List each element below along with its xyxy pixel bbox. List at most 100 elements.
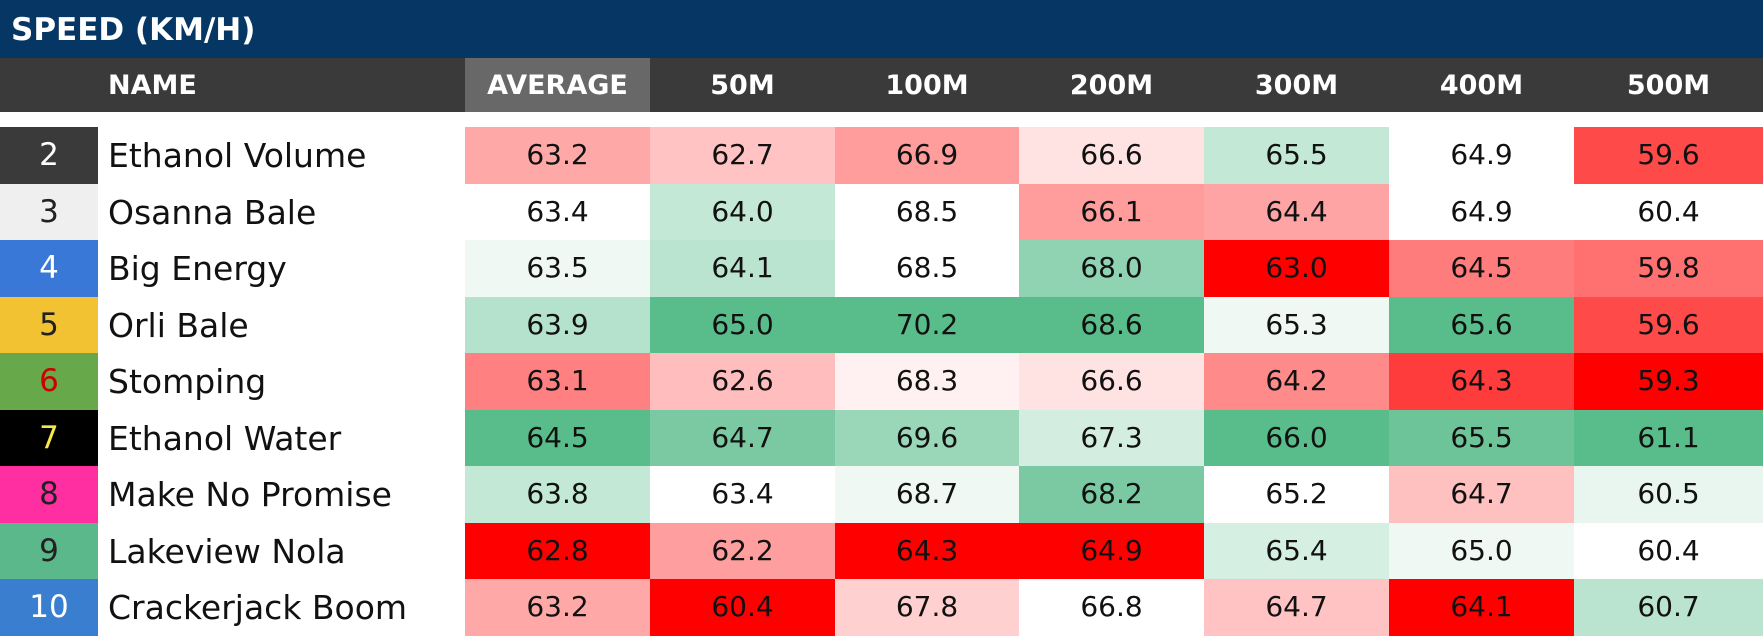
- table-row: 6 Stomping 63.1 62.6 68.3 66.6 64.2 64.3 59.3: [0, 353, 1763, 410]
- speed-cell-500m: 61.1: [1574, 409, 1763, 466]
- runner-name: Lakeview Nola: [98, 522, 465, 579]
- speed-cell-50m: 62.2: [650, 522, 835, 579]
- table-title: SPEED (KM/H): [0, 0, 1763, 58]
- speed-cell-400m: 65.5: [1389, 409, 1574, 466]
- table-row: 3 Osanna Bale 63.4 64.0 68.5 66.1 64.4 64.9 60.4: [0, 183, 1763, 240]
- runner-name: Osanna Bale: [98, 183, 465, 240]
- runner-number: 10: [0, 579, 98, 636]
- speed-cell-400m: 64.5: [1389, 240, 1574, 297]
- speed-cell-400m: 64.9: [1389, 127, 1574, 184]
- runner-number: 9: [0, 522, 98, 579]
- table-row: 4 Big Energy 63.5 64.1 68.5 68.0 63.0 64.5 59.8: [0, 240, 1763, 297]
- speed-cell-50m: 60.4: [650, 579, 835, 636]
- header-200m: 200M: [1069, 70, 1154, 101]
- speed-cell-100m: 68.5: [835, 240, 1019, 297]
- table-row: 5 Orli Bale 63.9 65.0 70.2 68.6 65.3 65.6 59.6: [0, 296, 1763, 353]
- speed-cell-average: 64.5: [465, 409, 650, 466]
- speed-cell-300m: 64.4: [1204, 183, 1389, 240]
- speed-cell-300m: 66.0: [1204, 409, 1389, 466]
- speed-cell-400m: 65.0: [1389, 522, 1574, 579]
- speed-cell-200m: 66.6: [1019, 353, 1204, 410]
- speed-cell-300m: 64.2: [1204, 353, 1389, 410]
- speed-cell-200m: 66.1: [1019, 183, 1204, 240]
- table-row: 2 Ethanol Volume 63.2 62.7 66.9 66.6 65.5 64.9 5…: [0, 127, 1763, 184]
- runner-name: Big Energy: [98, 240, 465, 297]
- runner-number: 6: [0, 353, 98, 410]
- speed-cell-average: 63.8: [465, 466, 650, 523]
- speed-cell-200m: 66.6: [1019, 127, 1204, 184]
- speed-cell-average: 63.2: [465, 127, 650, 184]
- runner-number: 7: [0, 409, 98, 466]
- speed-cell-100m: 68.7: [835, 466, 1019, 523]
- speed-cell-400m: 64.3: [1389, 353, 1574, 410]
- speed-cell-500m: 59.6: [1574, 127, 1763, 184]
- speed-cell-50m: 62.6: [650, 353, 835, 410]
- runner-name: Ethanol Water: [98, 409, 465, 466]
- runner-number: 8: [0, 466, 98, 523]
- speed-cell-100m: 69.6: [835, 409, 1019, 466]
- speed-cell-50m: 62.7: [650, 127, 835, 184]
- runner-name: Ethanol Volume: [98, 127, 465, 184]
- speed-cell-50m: 64.1: [650, 240, 835, 297]
- speed-cell-200m: 68.6: [1019, 296, 1204, 353]
- runner-name: Crackerjack Boom: [98, 579, 465, 636]
- speed-cell-300m: 64.7: [1204, 579, 1389, 636]
- speed-cell-average: 63.5: [465, 240, 650, 297]
- header-300m: 300M: [1254, 70, 1339, 101]
- speed-cell-300m: 65.2: [1204, 466, 1389, 523]
- header-average: AVERAGE: [465, 58, 650, 112]
- speed-cell-500m: 60.5: [1574, 466, 1763, 523]
- speed-cell-400m: 65.6: [1389, 296, 1574, 353]
- speed-cell-50m: 64.0: [650, 183, 835, 240]
- table-row: 10 Crackerjack Boom 63.2 60.4 67.8 66.8 64.7 64…: [0, 579, 1763, 636]
- speed-cell-50m: 63.4: [650, 466, 835, 523]
- speed-cell-100m: 68.5: [835, 183, 1019, 240]
- runner-number: 4: [0, 240, 98, 297]
- header-500m: 500M: [1626, 70, 1711, 101]
- runner-number: 2: [0, 127, 98, 184]
- table-row: 9 Lakeview Nola 62.8 62.2 64.3 64.9 65.4 65.0 60…: [0, 522, 1763, 579]
- runner-name: Stomping: [98, 353, 465, 410]
- speed-cell-average: 63.1: [465, 353, 650, 410]
- speed-cell-200m: 68.0: [1019, 240, 1204, 297]
- speed-cell-400m: 64.7: [1389, 466, 1574, 523]
- speed-cell-500m: 60.4: [1574, 522, 1763, 579]
- speed-cell-400m: 64.1: [1389, 579, 1574, 636]
- header-row: NAME AVERAGE 50M 100M 200M 300M 400M 500M: [0, 58, 1763, 112]
- table-row: 8 Make No Promise 63.8 63.4 68.7 68.2 65.2 64.7…: [0, 466, 1763, 523]
- speed-cell-500m: 60.7: [1574, 579, 1763, 636]
- header-50m: 50M: [710, 70, 775, 101]
- speed-cell-200m: 64.9: [1019, 522, 1204, 579]
- speed-cell-average: 63.2: [465, 579, 650, 636]
- header-400m: 400M: [1439, 70, 1524, 101]
- speed-cell-500m: 59.6: [1574, 296, 1763, 353]
- speed-cell-200m: 66.8: [1019, 579, 1204, 636]
- runner-name: Orli Bale: [98, 296, 465, 353]
- runner-name: Make No Promise: [98, 466, 465, 523]
- speed-cell-average: 62.8: [465, 522, 650, 579]
- speed-cell-average: 63.4: [465, 183, 650, 240]
- speed-cell-100m: 68.3: [835, 353, 1019, 410]
- speed-cell-50m: 64.7: [650, 409, 835, 466]
- speed-cell-200m: 67.3: [1019, 409, 1204, 466]
- speed-cell-100m: 67.8: [835, 579, 1019, 636]
- speed-cell-400m: 64.9: [1389, 183, 1574, 240]
- header-100m: 100M: [885, 70, 969, 101]
- speed-cell-50m: 65.0: [650, 296, 835, 353]
- speed-cell-100m: 70.2: [835, 296, 1019, 353]
- runner-number: 3: [0, 183, 98, 240]
- speed-cell-300m: 65.4: [1204, 522, 1389, 579]
- speed-cell-500m: 60.4: [1574, 183, 1763, 240]
- speed-cell-300m: 65.3: [1204, 296, 1389, 353]
- speed-cell-300m: 65.5: [1204, 127, 1389, 184]
- speed-cell-500m: 59.8: [1574, 240, 1763, 297]
- table-row: 7 Ethanol Water 64.5 64.7 69.6 67.3 66.0 65.5 61…: [0, 409, 1763, 466]
- speed-cell-500m: 59.3: [1574, 353, 1763, 410]
- header-name: NAME: [108, 70, 197, 101]
- speed-cell-average: 63.9: [465, 296, 650, 353]
- speed-cell-300m: 63.0: [1204, 240, 1389, 297]
- speed-cell-200m: 68.2: [1019, 466, 1204, 523]
- speed-cell-100m: 64.3: [835, 522, 1019, 579]
- runner-number: 5: [0, 296, 98, 353]
